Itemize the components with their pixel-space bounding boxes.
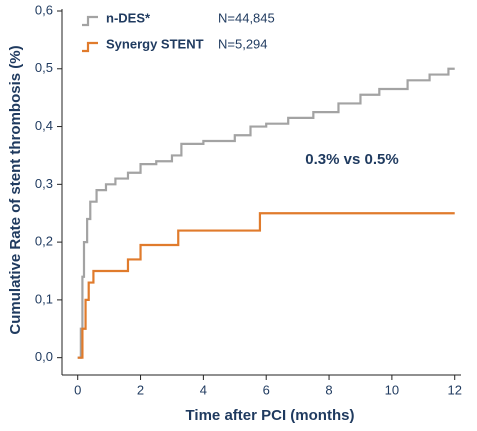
y-tick-label: 0,1	[35, 291, 53, 306]
annotation: 0.3% vs 0.5%	[305, 151, 398, 168]
legend-label: n-DES*	[106, 10, 151, 25]
legend-count: N=5,294	[218, 36, 268, 51]
y-tick-label: 0,4	[35, 118, 53, 133]
legend-swatch	[82, 41, 98, 53]
y-axis-title: Cumulative Rate of stent thrombosis (%)	[7, 45, 24, 334]
x-tick-label: 0	[74, 382, 81, 397]
y-tick-label: 0,5	[35, 60, 53, 75]
y-tick-label: 0,3	[35, 176, 53, 191]
x-axis-title: Time after PCI (months)	[186, 407, 355, 424]
x-tick-label: 6	[263, 382, 270, 397]
x-tick-label: 12	[447, 382, 461, 397]
x-tick-label: 4	[200, 382, 207, 397]
series-line	[77, 67, 455, 359]
legend-swatch	[82, 15, 98, 27]
y-tick-label: 0,0	[35, 349, 53, 364]
series-line	[77, 212, 455, 359]
legend-count: N=44,845	[218, 10, 275, 25]
x-tick-label: 10	[385, 382, 399, 397]
y-tick-label: 0,2	[35, 234, 53, 249]
x-tick-label: 2	[137, 382, 144, 397]
x-tick-label: 8	[325, 382, 332, 397]
legend-label: Synergy STENT	[106, 36, 204, 51]
y-tick-label: 0,6	[35, 2, 53, 17]
